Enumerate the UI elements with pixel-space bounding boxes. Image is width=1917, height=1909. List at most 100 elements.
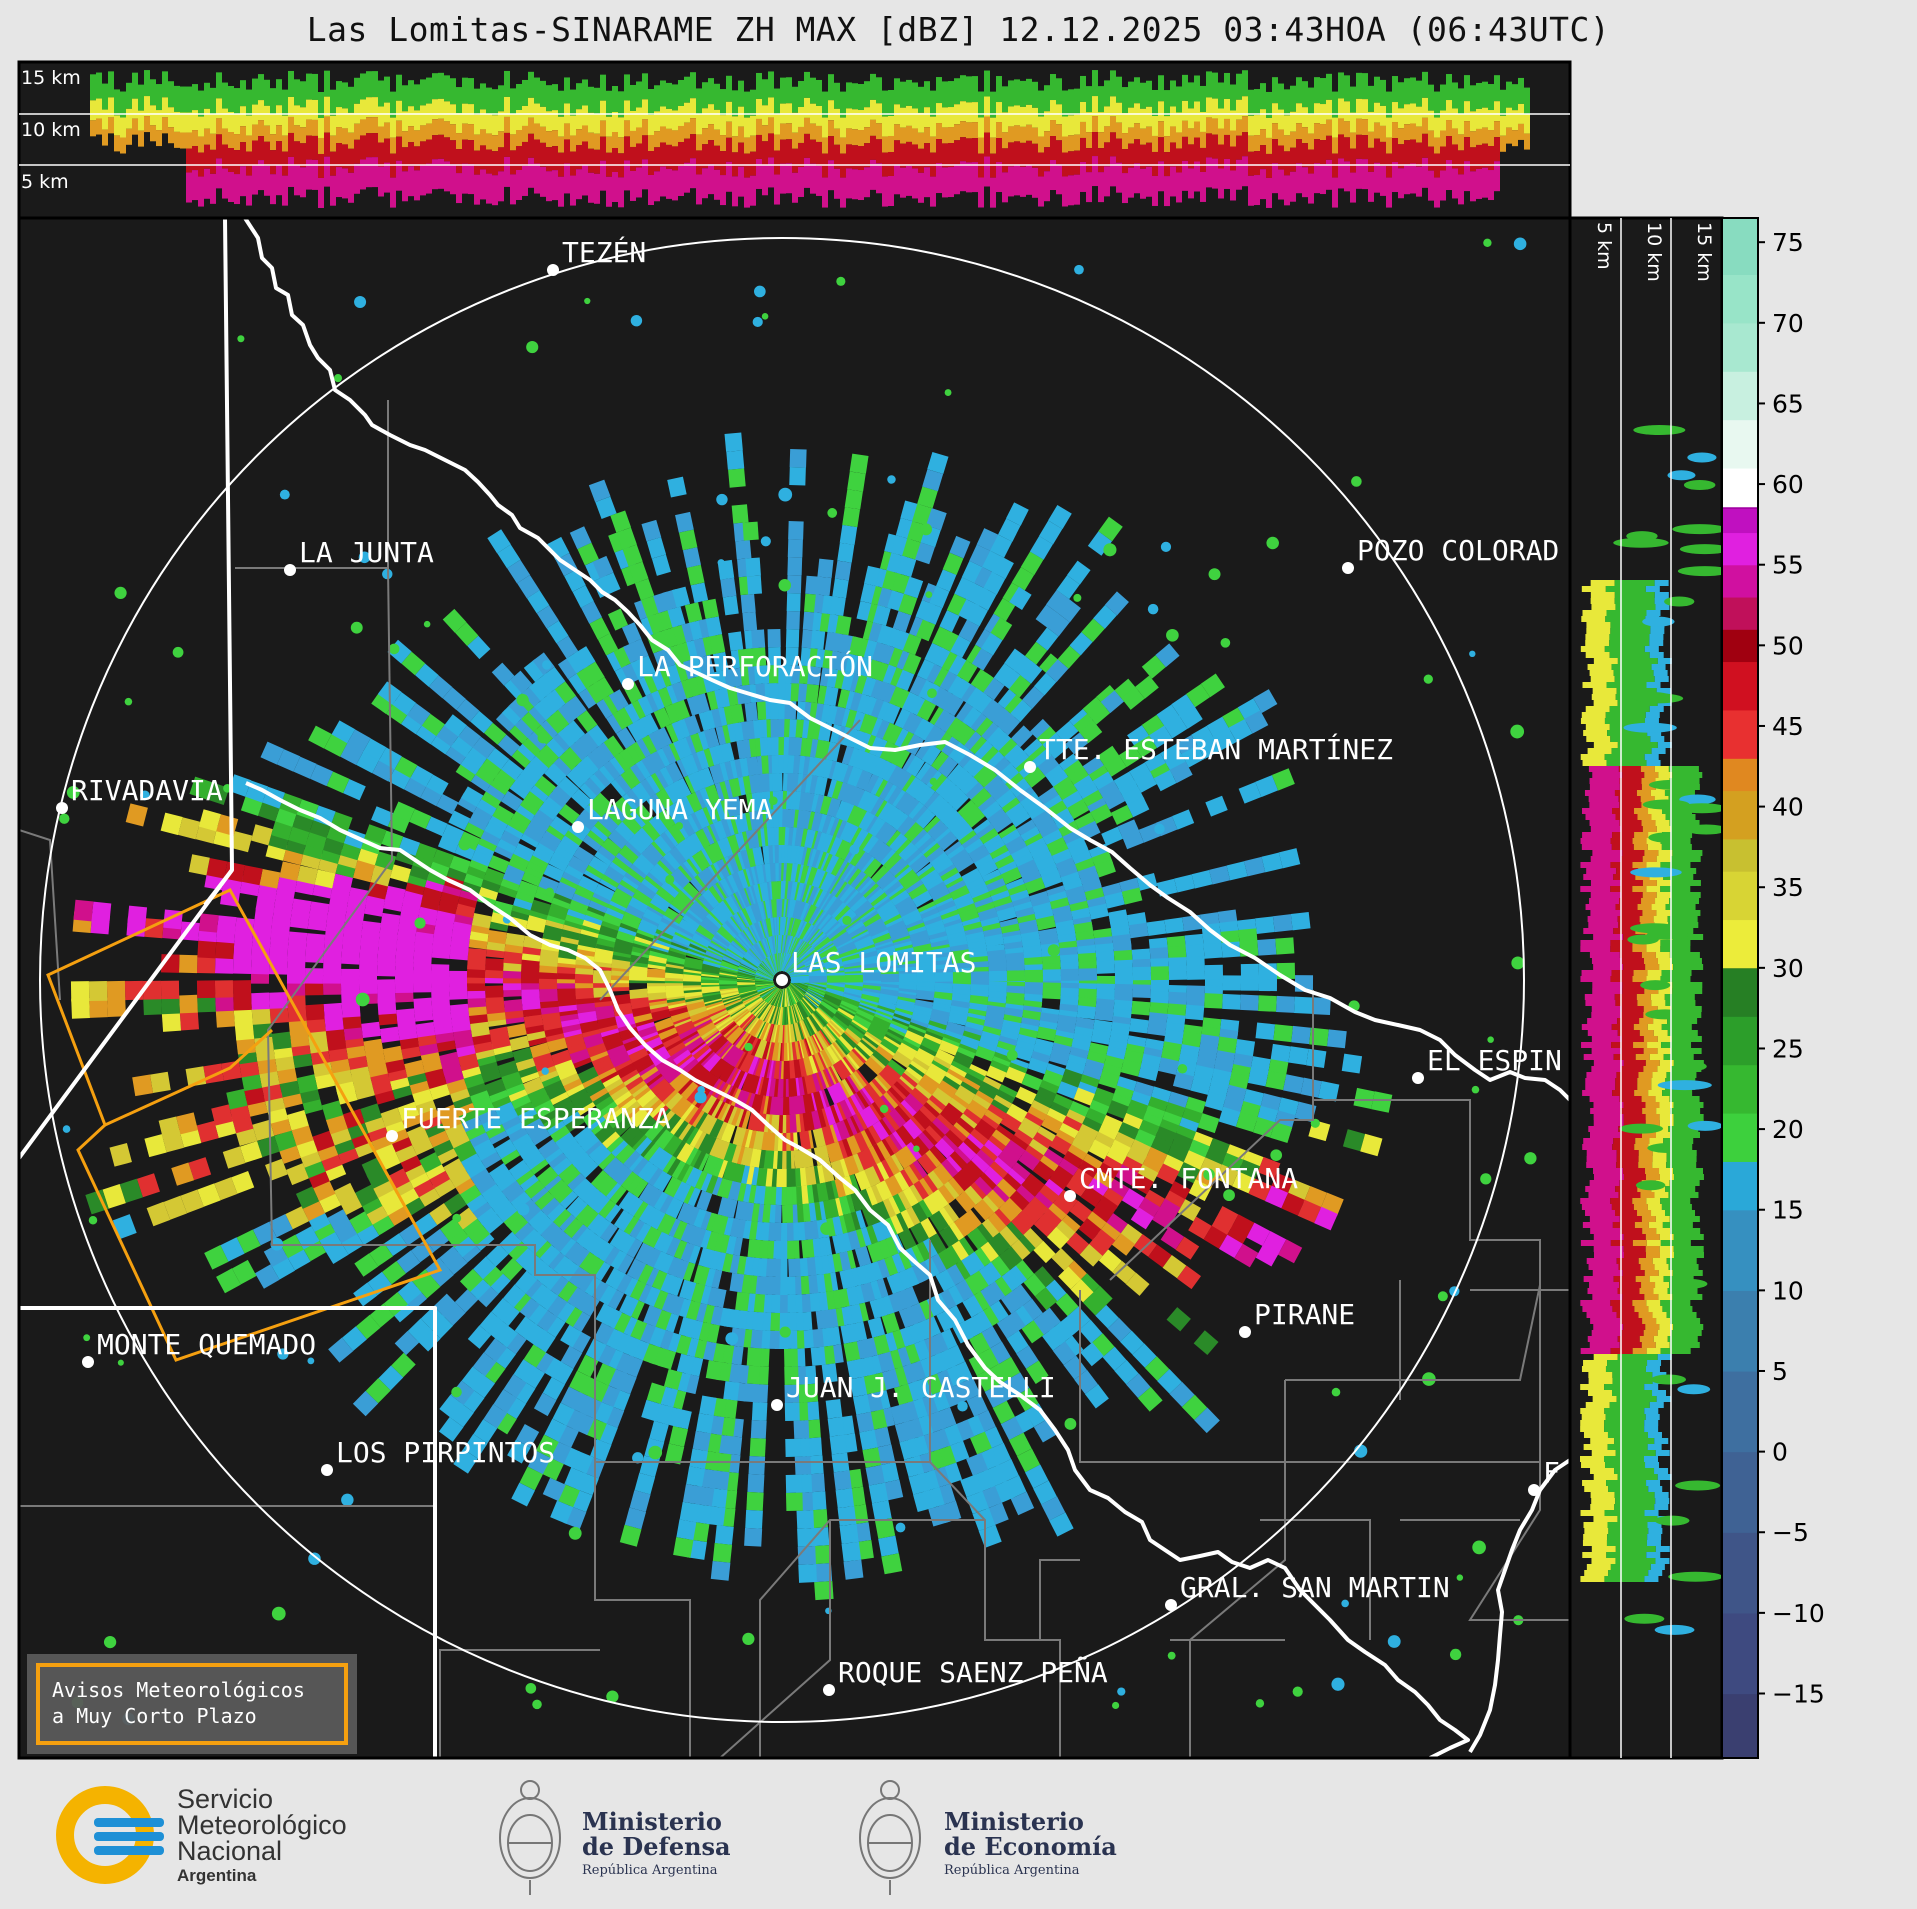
profile-cell — [1014, 141, 1020, 166]
profile-cell — [594, 87, 600, 114]
profile-cell — [1248, 89, 1254, 116]
reflectivity-gate — [1186, 992, 1205, 1008]
profile-cell — [1224, 98, 1230, 119]
profile-cell — [1296, 139, 1302, 164]
profile-cell — [1056, 164, 1062, 195]
profile-cell — [378, 80, 384, 107]
profile-cell — [408, 106, 414, 127]
profile-cell — [444, 121, 450, 138]
profile-cell — [180, 132, 186, 149]
profile-cell — [882, 90, 888, 117]
profile-cell — [1482, 167, 1488, 198]
profile-cell — [246, 151, 252, 176]
profile-cell — [1008, 106, 1014, 127]
profile-cell — [1434, 91, 1440, 118]
reflectivity-gate — [233, 942, 253, 960]
profile-cell — [702, 82, 708, 109]
profile-cell — [1404, 140, 1410, 165]
reflectivity-gate — [837, 1506, 857, 1527]
profile-cell — [366, 117, 372, 134]
reflectivity-gate — [793, 1149, 805, 1169]
profile-cell — [630, 84, 636, 111]
reflectivity-gate — [188, 854, 210, 876]
profile-cell — [1128, 127, 1134, 144]
profile-cell — [1050, 74, 1056, 101]
profile-cell — [726, 121, 732, 138]
profile-cell — [174, 85, 180, 112]
profile-cell — [570, 135, 576, 152]
profile-cell — [1122, 133, 1128, 150]
profile-cell — [402, 131, 408, 148]
reflectivity-gate — [376, 979, 396, 994]
profile-cell — [600, 100, 606, 121]
reflectivity-gate — [1121, 1188, 1145, 1210]
profile-cell — [1380, 79, 1386, 106]
profile-cell — [474, 174, 480, 205]
profile-cell — [1104, 80, 1110, 107]
reflectivity-gate — [1147, 1020, 1167, 1036]
profile-cell — [504, 132, 510, 157]
profile-cell — [240, 80, 246, 107]
profile-cell — [888, 175, 894, 206]
profile-cell — [384, 138, 390, 163]
profile-cell — [396, 120, 402, 137]
reflectivity-gate — [714, 1525, 734, 1545]
reflectivity-gate — [380, 912, 401, 930]
profile-cell — [1362, 135, 1368, 160]
reflectivity-gate — [73, 899, 94, 922]
profile-cell — [882, 116, 888, 137]
profile-cell — [708, 140, 714, 165]
profile-cell — [822, 177, 828, 208]
profile-cell — [774, 114, 780, 135]
profile-cell — [1230, 146, 1236, 171]
profile-cell — [1020, 142, 1026, 167]
profile-cell — [894, 78, 900, 105]
reflectivity-gate — [179, 994, 198, 1014]
reflectivity-gate — [699, 1395, 717, 1416]
profile-cell — [270, 134, 276, 151]
profile-cell — [582, 165, 588, 196]
reflectivity-gate — [1217, 1036, 1238, 1055]
profile-cell — [810, 139, 816, 164]
profile-cell — [774, 88, 780, 115]
profile-cell — [894, 140, 900, 165]
profile-cell — [150, 105, 156, 126]
profile-cell — [654, 85, 660, 112]
profile-cell — [1494, 161, 1500, 192]
reflectivity-gate — [1015, 1122, 1038, 1143]
profile-cell — [402, 171, 408, 202]
profile-cell — [486, 173, 492, 204]
reflectivity-gate — [1142, 1189, 1165, 1212]
profile-cell — [708, 124, 714, 141]
profile-cell — [798, 126, 804, 143]
profile-cell — [1398, 144, 1404, 169]
profile-cell — [1398, 168, 1404, 199]
top-profile-label-5: 5 km — [21, 171, 69, 193]
profile-cell — [744, 177, 750, 208]
profile-cell — [192, 146, 198, 171]
profile-cell — [1452, 168, 1458, 199]
profile-cell — [456, 133, 462, 150]
profile-cell — [600, 120, 606, 137]
profile-cell — [282, 135, 288, 152]
profile-cell — [996, 162, 1002, 193]
reflectivity-gate — [1086, 1177, 1109, 1200]
reflectivity-gate — [1264, 1185, 1289, 1209]
reflectivity-gate — [1036, 1184, 1059, 1206]
profile-cell — [1488, 146, 1494, 171]
profile-cell — [1260, 145, 1266, 170]
reflectivity-gate — [1132, 984, 1152, 998]
reflectivity-gate — [629, 988, 649, 999]
reflectivity-gate — [1050, 1195, 1073, 1218]
profile-cell — [300, 107, 306, 128]
profile-cell — [876, 139, 882, 164]
profile-cell — [1188, 108, 1194, 129]
profile-cell — [90, 100, 96, 121]
reflectivity-gate — [178, 954, 198, 974]
profile-cell — [516, 84, 522, 111]
profile-cell — [468, 124, 474, 141]
reflectivity-gate — [1311, 997, 1331, 1015]
profile-cell — [984, 132, 990, 157]
profile-cell — [504, 96, 510, 117]
reflectivity-gate — [1061, 1150, 1084, 1172]
